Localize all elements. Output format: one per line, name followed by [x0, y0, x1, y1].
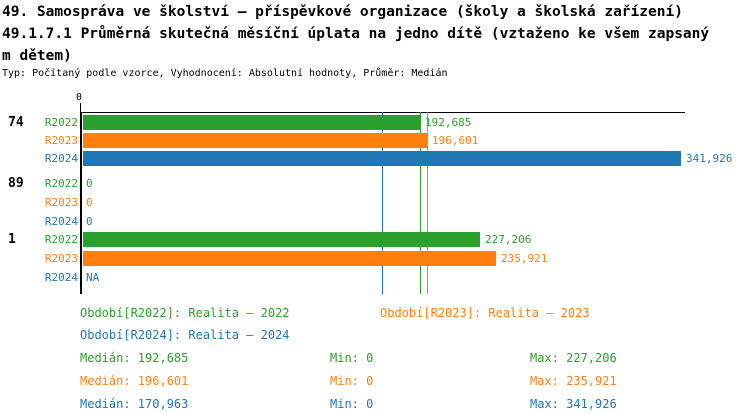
stat-min-r2024: Min: 0 — [330, 397, 374, 411]
bar-value-label: 235,921 — [501, 252, 548, 265]
series-label: R2022 — [44, 233, 78, 246]
series-label: R2022 — [44, 116, 78, 129]
chart-title-line3: m dětem) — [2, 48, 72, 64]
bar-value-label: NA — [86, 271, 100, 284]
x-axis-tick — [80, 103, 81, 112]
bar-value-label: 196,601 — [432, 134, 479, 147]
series-label: R2024 — [44, 152, 78, 165]
bar-value-label: 192,685 — [425, 116, 472, 129]
bar-value-label: 0 — [86, 215, 93, 228]
stat-median-r2022: Medián: 192,685 — [80, 351, 189, 365]
x-axis-line — [81, 112, 685, 113]
bar-1-r2022 — [83, 232, 480, 247]
bar-value-label: 341,926 — [686, 152, 733, 165]
legend-item-r2023: Období[R2023]: Realita – 2023 — [380, 306, 590, 320]
bar-74-r2023 — [83, 133, 427, 148]
legend-item-r2024: Období[R2024]: Realita – 2024 — [80, 328, 290, 342]
bar-1-r2023 — [83, 251, 496, 266]
legend-item-r2022: Období[R2022]: Realita – 2022 — [80, 306, 290, 320]
stat-min-r2023: Min: 0 — [330, 374, 374, 388]
chart-title-line2: 49.1.7.1 Průměrná skutečná měsíční úplat… — [2, 26, 710, 42]
stat-median-r2023: Medián: 196,601 — [80, 374, 189, 388]
y-axis-line — [80, 112, 82, 294]
bar-value-label: 227,206 — [485, 233, 532, 246]
series-label: R2023 — [44, 196, 78, 209]
x-axis-tick-label: 0 — [76, 92, 83, 103]
median-line-r2024 — [382, 112, 383, 294]
stat-median-r2024: Medián: 170,963 — [80, 397, 189, 411]
group-label-1: 1 — [8, 232, 16, 247]
series-label: R2024 — [44, 215, 78, 228]
stat-max-r2024: Max: 341,926 — [530, 397, 617, 411]
series-label: R2023 — [44, 252, 78, 265]
bar-74-r2022 — [83, 115, 420, 130]
bar-74-r2024 — [83, 151, 681, 166]
group-label-74: 74 — [8, 115, 24, 130]
median-line-r2023 — [427, 112, 428, 294]
median-line-r2022 — [420, 112, 421, 294]
series-label: R2023 — [44, 134, 78, 147]
series-label: R2022 — [44, 177, 78, 190]
group-label-89: 89 — [8, 176, 24, 191]
chart-title-line1: 49. Samospráva ve školství – příspěvkové… — [2, 4, 683, 20]
chart-meta: Typ: Počítaný podle vzorce, Vyhodnocení:… — [2, 68, 448, 79]
stat-max-r2022: Max: 227,206 — [530, 351, 617, 365]
stat-min-r2022: Min: 0 — [330, 351, 374, 365]
series-label: R2024 — [44, 271, 78, 284]
bar-value-label: 0 — [86, 196, 93, 209]
stat-max-r2023: Max: 235,921 — [530, 374, 617, 388]
bar-value-label: 0 — [86, 177, 93, 190]
